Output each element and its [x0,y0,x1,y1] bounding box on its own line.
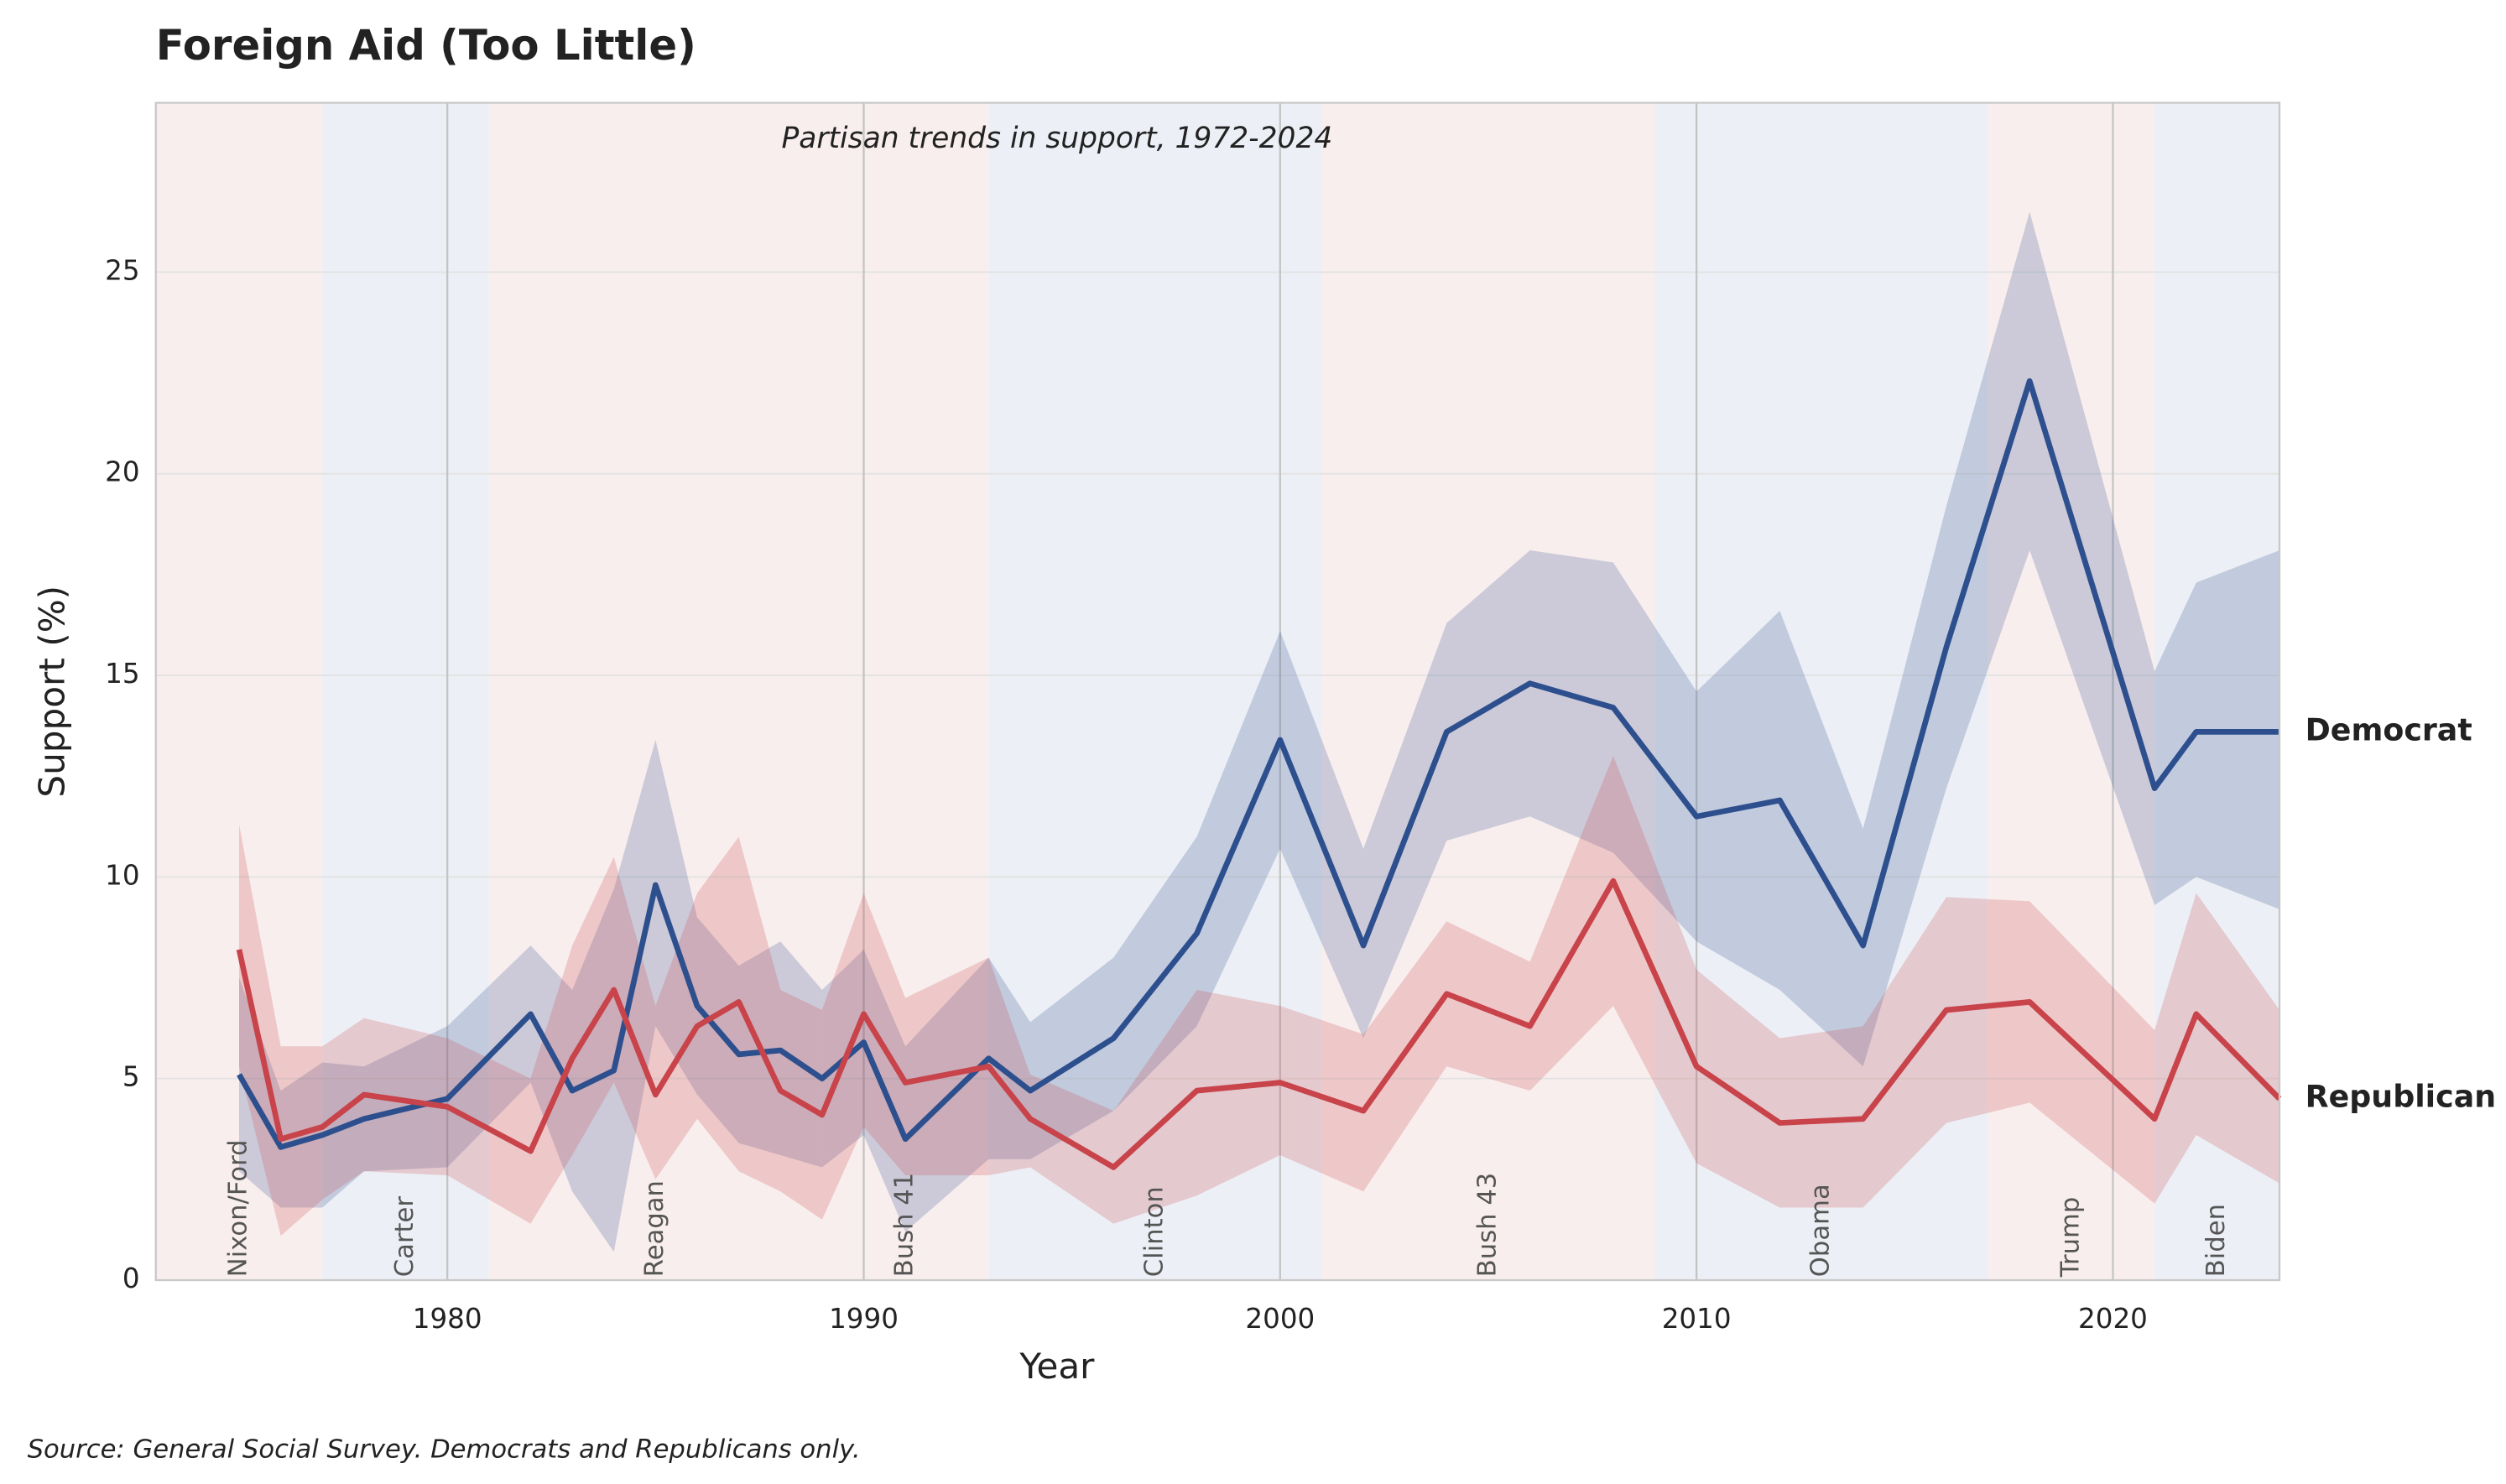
confidence-band [239,211,2279,1252]
era-label: Obama [1806,1184,1836,1277]
series-label: Republican [2305,1079,2497,1115]
x-axis-label: Year [1019,1346,1095,1387]
era-label: Biden [2201,1204,2231,1277]
x-tick-label: 2000 [1245,1303,1315,1335]
y-tick-label: 0 [122,1263,140,1294]
y-tick-label: 25 [105,254,139,286]
subtitle: Partisan trends in support, 1972-2024 [782,122,1333,155]
x-tick-label: 1990 [829,1303,899,1335]
era-label: Bush 43 [1472,1173,1502,1278]
y-axis-label: Support (%) [32,586,73,798]
series-line [236,877,2282,1170]
y-tick-label: 5 [122,1061,140,1093]
era-band [488,102,822,1281]
y-tick-label: 10 [105,859,139,891]
y-tick-label: 15 [105,658,139,690]
era-band [2154,102,2279,1281]
era-label: Trump [2055,1197,2085,1278]
chart-title: Foreign Aid (Too Little) [156,21,696,70]
y-tick-label: 20 [105,456,139,488]
x-tick-label: 2010 [1662,1303,1732,1335]
era-band [155,102,323,1281]
x-tick-label: 2020 [2078,1303,2148,1335]
source-note: Source: General Social Survey. Democrats… [28,1435,861,1464]
series-label: Democrat [2305,711,2472,747]
x-tick-label: 1980 [413,1303,482,1335]
series-line [237,378,2279,1150]
era-label: Carter [390,1196,419,1278]
era-label: Reagan [640,1180,669,1277]
era-label: Bush 41 [890,1173,920,1278]
era-band [1321,102,1655,1281]
era-label: Nixon/Ford [224,1139,253,1277]
era-label: Clinton [1139,1186,1169,1277]
plot-frame [154,102,2281,1282]
